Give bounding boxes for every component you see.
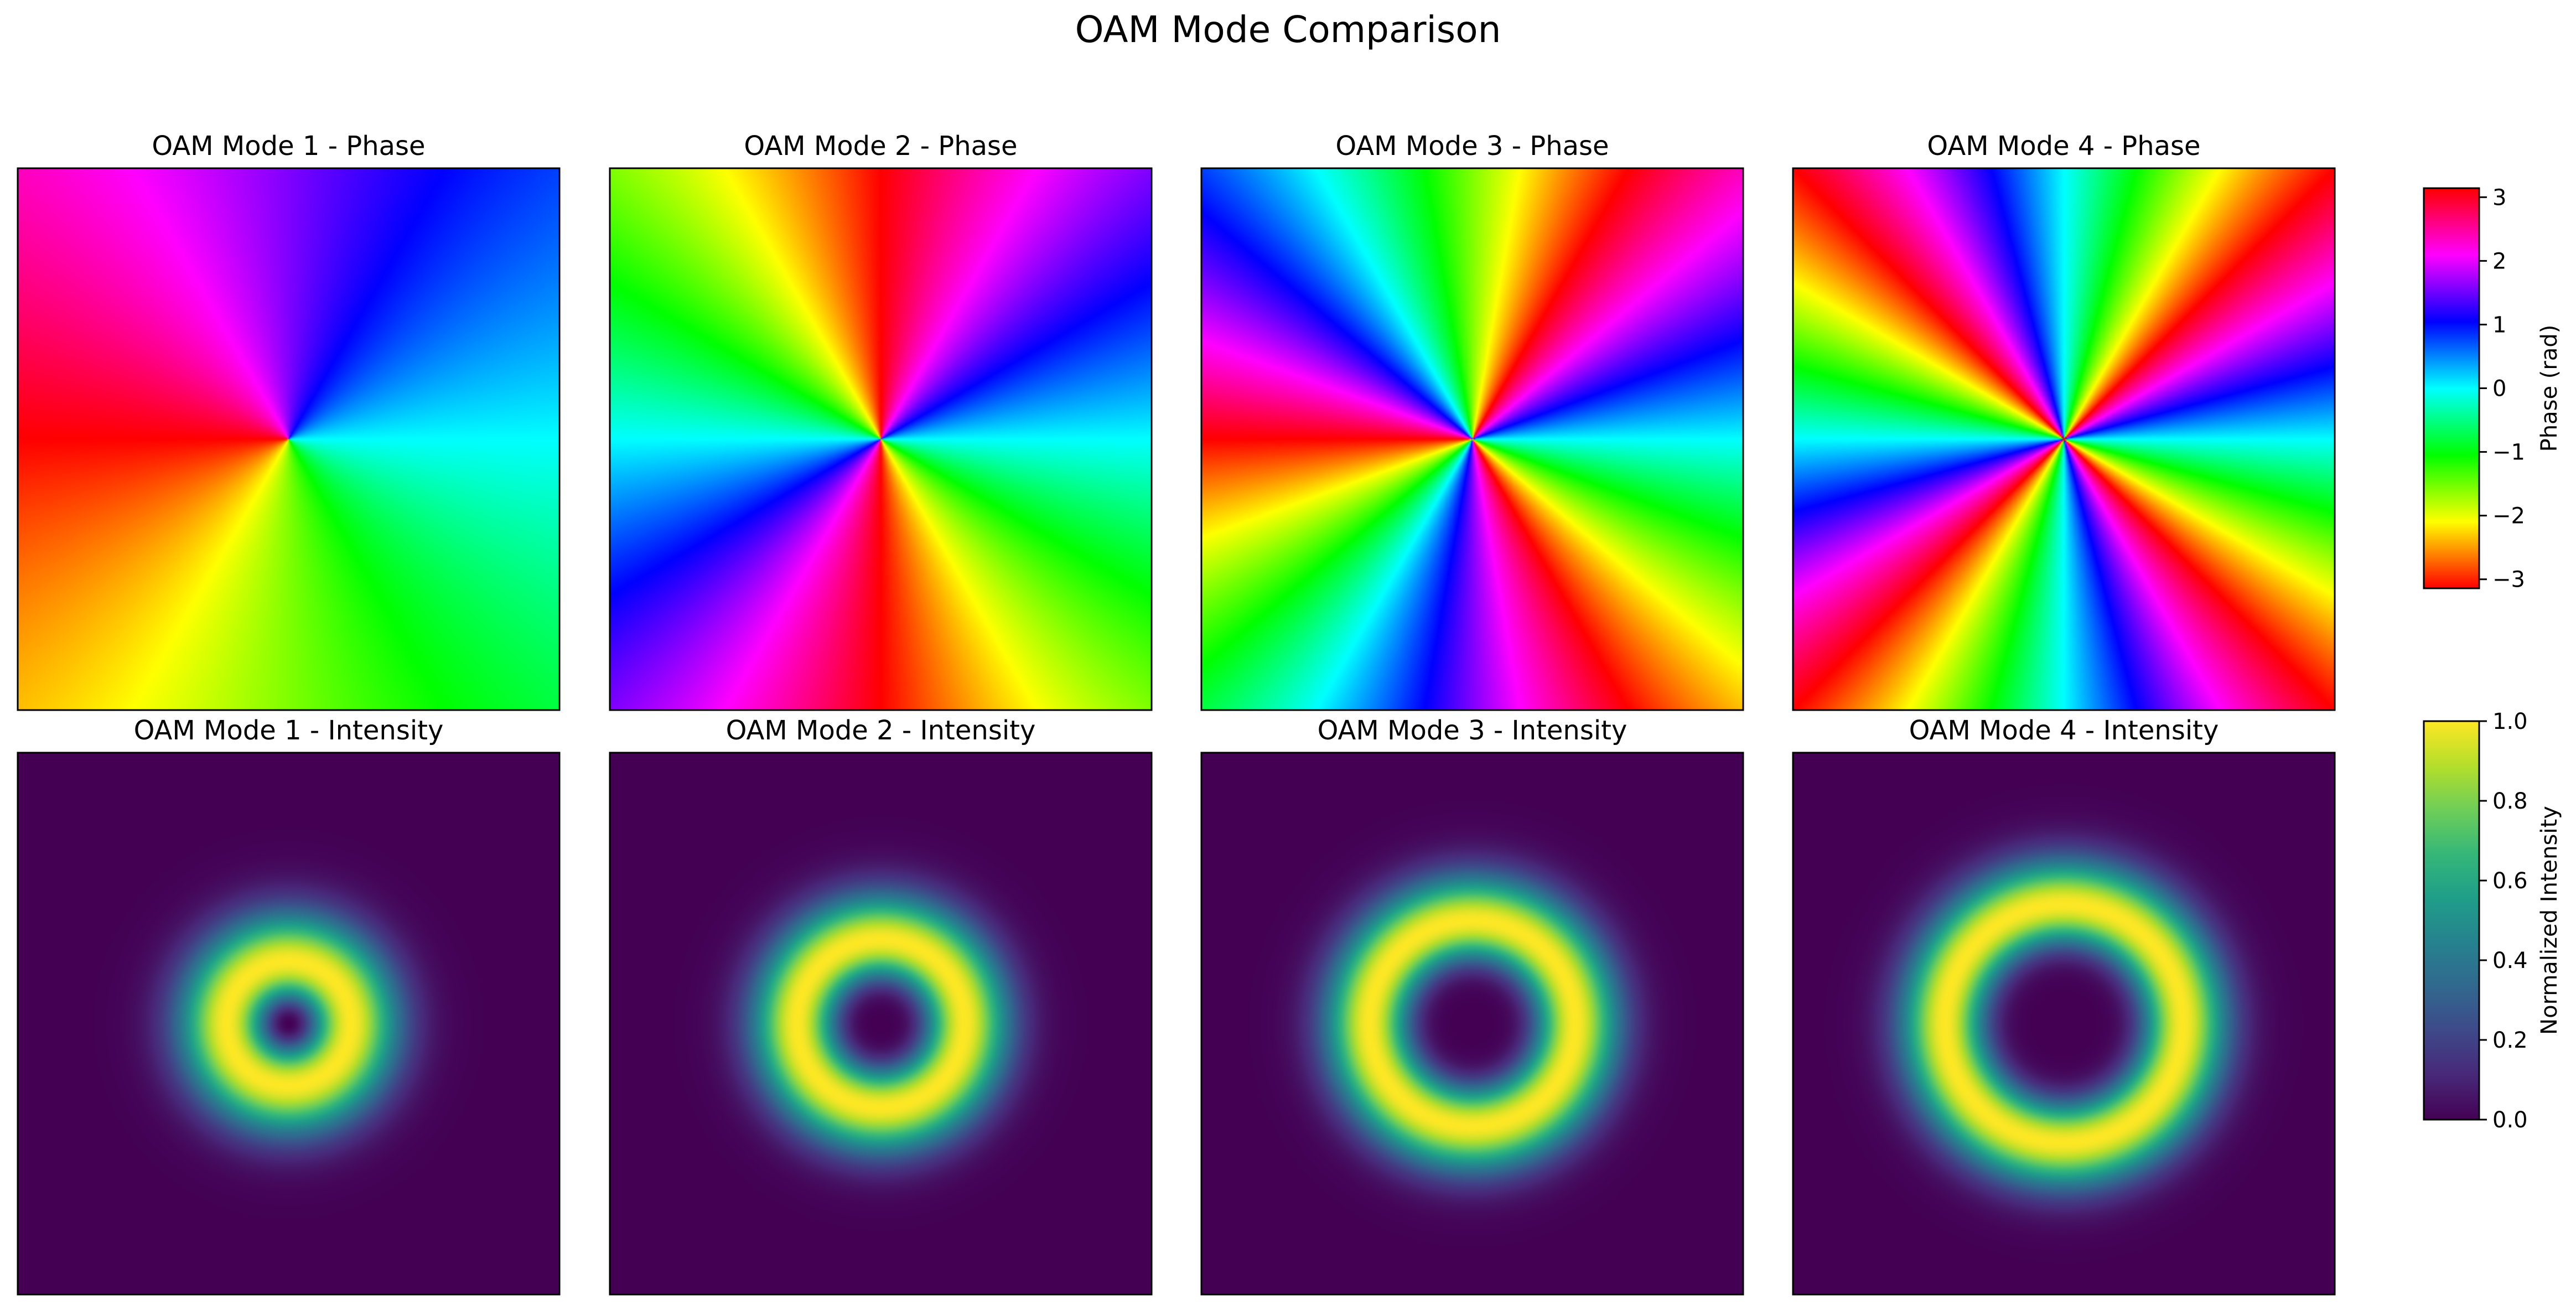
colorbar-gradient — [2424, 721, 2479, 1120]
heatmap-mode-2-intensity — [610, 753, 1152, 1295]
colorbar-tick-label: 3 — [2492, 185, 2506, 210]
heatmap-mode-3-phase — [1201, 168, 1743, 710]
colorbar-gradient — [2424, 188, 2479, 588]
colorbar-tick-label: 1 — [2492, 312, 2506, 338]
panel-title-mode-3-intensity: OAM Mode 3 - Intensity — [1318, 715, 1628, 746]
colorbar-label: Phase (rad) — [2537, 325, 2562, 452]
heatmap-mode-2-phase — [610, 168, 1152, 710]
colorbar-tick-label: 0.2 — [2492, 1028, 2528, 1053]
panel-frame — [1200, 167, 1744, 711]
colorbar-tick-label: 0 — [2492, 376, 2506, 402]
panel-title-mode-4-phase: OAM Mode 4 - Phase — [1927, 131, 2200, 162]
colorbar-tick-label: 0.8 — [2492, 789, 2528, 814]
phase-colorbar: 3 2 1 0 −1 −2 −3 Phase (rad) — [2423, 185, 2562, 593]
heatmap-mode-4-intensity — [1793, 753, 2335, 1295]
colorbar-tick-label: 2 — [2492, 248, 2506, 274]
colorbar-tick-label: 0.4 — [2492, 948, 2528, 974]
panel-title-mode-2-phase: OAM Mode 2 - Phase — [744, 131, 1017, 162]
panel-title-mode-3-phase: OAM Mode 3 - Phase — [1335, 131, 1609, 162]
heatmap-mode-1-phase — [18, 168, 559, 710]
colorbar-label: Normalized Intensity — [2537, 806, 2562, 1035]
heatmap-mode-4-phase — [1793, 168, 2335, 710]
colorbar-tick-label: 0.0 — [2492, 1107, 2528, 1133]
panel-frame — [17, 752, 561, 1296]
panel-mode-1-phase: OAM Mode 1 - Phase — [17, 131, 561, 711]
colorbar-tick-label: 1.0 — [2492, 709, 2528, 734]
panel-mode-3-phase: OAM Mode 3 - Phase — [1200, 131, 1744, 711]
panel-title-mode-1-intensity: OAM Mode 1 - Intensity — [134, 715, 444, 746]
panel-frame — [1792, 752, 2336, 1296]
panels: OAM Mode 1 - Phase OAM Mode 2 - Phase OAM … — [17, 131, 2336, 1296]
panel-frame — [609, 167, 1153, 711]
panel-mode-4-phase: OAM Mode 4 - Phase — [1792, 131, 2336, 711]
colorbars: 3 2 1 0 −1 −2 −3 Phase (rad) 1.0 0.8 0.6 0.4 0.2 0.0 N… — [2423, 185, 2562, 1133]
panel-mode-3-intensity: OAM Mode 3 - Intensity — [1200, 715, 1744, 1296]
heatmap-mode-1-intensity — [18, 753, 559, 1295]
figure-title: OAM Mode Comparison — [1075, 8, 1501, 51]
colorbar-tick-label: −2 — [2492, 504, 2525, 529]
panel-mode-2-phase: OAM Mode 2 - Phase — [609, 131, 1153, 711]
panel-frame — [1792, 167, 2336, 711]
colorbar-tick-label: −1 — [2492, 440, 2525, 465]
colorbar-tick-label: 0.6 — [2492, 868, 2528, 894]
heatmap-mode-3-intensity — [1201, 753, 1743, 1295]
panel-frame — [609, 752, 1153, 1296]
panel-mode-2-intensity: OAM Mode 2 - Intensity — [609, 715, 1153, 1296]
colorbar-tick-label: −3 — [2492, 567, 2525, 593]
panel-title-mode-1-phase: OAM Mode 1 - Phase — [152, 131, 425, 162]
panel-title-mode-2-intensity: OAM Mode 2 - Intensity — [726, 715, 1036, 746]
panel-frame — [17, 167, 561, 711]
panel-frame — [1200, 752, 1744, 1296]
panel-mode-1-intensity: OAM Mode 1 - Intensity — [17, 715, 561, 1296]
colorbar-frame — [2423, 720, 2480, 1121]
panel-title-mode-4-intensity: OAM Mode 4 - Intensity — [1909, 715, 2219, 746]
intensity-colorbar: 1.0 0.8 0.6 0.4 0.2 0.0 Normalized Intensity — [2423, 709, 2562, 1133]
panel-mode-4-intensity: OAM Mode 4 - Intensity — [1792, 715, 2336, 1296]
